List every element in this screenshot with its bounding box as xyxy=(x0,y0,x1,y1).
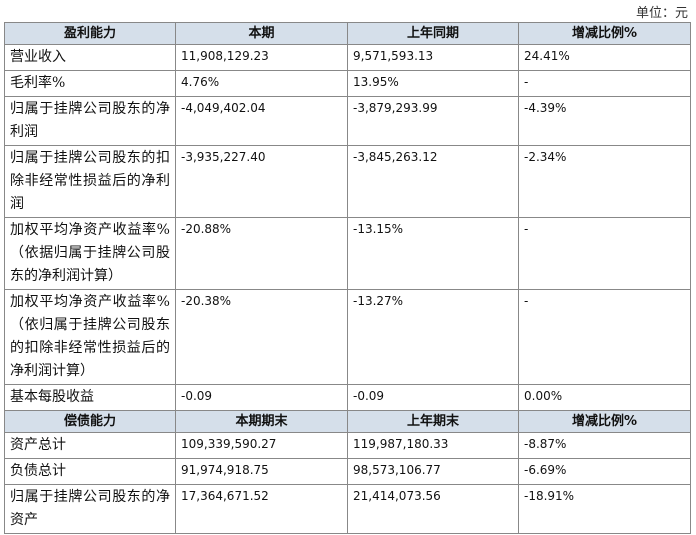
header-cell: 盈利能力 xyxy=(4,22,176,45)
data-row: 基本每股收益 -0.09 -0.09 0.00% xyxy=(4,384,691,411)
data-row: 归属于挂牌公司股东的净资产 17,364,671.52 21,414,073.56-… xyxy=(4,484,691,534)
value-cell: -2.34% xyxy=(518,145,691,218)
data-row: 归属于挂牌公司股东的净利润 -4,049,402.04 -3,879,293.99-… xyxy=(4,96,691,146)
row-label: 营业收入 xyxy=(4,44,176,71)
value-cell: -13.15% xyxy=(347,217,519,290)
financial-table: 盈利能力 本期 上年同期 增减比例% 营业收入 11,908,129.23 9,571,59… xyxy=(4,22,691,534)
value-cell: -8.87% xyxy=(518,432,691,459)
value-cell: -0.09 xyxy=(347,384,519,411)
data-row: 加权平均净资产收益率%（依据归属于挂牌公司股东的净利润计算） -20.88% -13… xyxy=(4,217,691,290)
row-label: 资产总计 xyxy=(4,432,176,459)
value-cell: -18.91% xyxy=(518,484,691,534)
value-cell: 17,364,671.52 xyxy=(175,484,348,534)
value-cell: -4.39% xyxy=(518,96,691,146)
value-cell: -3,935,227.40 xyxy=(175,145,348,218)
value-cell: - xyxy=(518,70,691,97)
data-row: 归属于挂牌公司股东的扣除非经常性损益后的净利润 -3,935,227.40 -3,8… xyxy=(4,145,691,218)
row-label: 归属于挂牌公司股东的净利润 xyxy=(4,96,176,146)
row-label: 负债总计 xyxy=(4,458,176,485)
header-cell: 增减比例% xyxy=(518,410,691,433)
value-cell: -0.09 xyxy=(175,384,348,411)
row-label: 毛利率% xyxy=(4,70,176,97)
header-row: 盈利能力 本期 上年同期 增减比例% xyxy=(4,22,691,45)
header-cell: 本期期末 xyxy=(175,410,348,433)
value-cell: 24.41% xyxy=(518,44,691,71)
header-cell: 上年期末 xyxy=(347,410,519,433)
value-cell: - xyxy=(518,217,691,290)
value-cell: 119,987,180.33 xyxy=(347,432,519,459)
header-cell: 增减比例% xyxy=(518,22,691,45)
data-row: 资产总计 109,339,590.27 119,987,180.33 -8.87% xyxy=(4,432,691,459)
value-cell: -3,845,263.12 xyxy=(347,145,519,218)
value-cell: 109,339,590.27 xyxy=(175,432,348,459)
data-row: 负债总计 91,974,918.75 98,573,106.77 -6.69% xyxy=(4,458,691,485)
header-row: 偿债能力 本期期末 上年期末 增减比例% xyxy=(4,410,691,433)
value-cell: -4,049,402.04 xyxy=(175,96,348,146)
header-cell: 上年同期 xyxy=(347,22,519,45)
value-cell: 98,573,106.77 xyxy=(347,458,519,485)
value-cell: 21,414,073.56 xyxy=(347,484,519,534)
value-cell: 9,571,593.13 xyxy=(347,44,519,71)
row-label: 加权平均净资产收益率%（依归属于挂牌公司股东的扣除非经常性损益后的净利润计算） xyxy=(4,289,176,385)
value-cell: -3,879,293.99 xyxy=(347,96,519,146)
value-cell: 4.76% xyxy=(175,70,348,97)
unit-note: 单位：元 xyxy=(635,6,688,21)
value-cell: -13.27% xyxy=(347,289,519,385)
header-cell: 偿债能力 xyxy=(4,410,176,433)
value-cell: -20.38% xyxy=(175,289,348,385)
value-cell: 91,974,918.75 xyxy=(175,458,348,485)
header-cell: 本期 xyxy=(175,22,348,45)
data-row: 营业收入 11,908,129.23 9,571,593.13 24.41% xyxy=(4,44,691,71)
row-label: 基本每股收益 xyxy=(4,384,176,411)
data-row: 毛利率% 4.76% 13.95% - xyxy=(4,70,691,97)
value-cell: -20.88% xyxy=(175,217,348,290)
value-cell: - xyxy=(518,289,691,385)
value-cell: 11,908,129.23 xyxy=(175,44,348,71)
value-cell: -6.69% xyxy=(518,458,691,485)
value-cell: 0.00% xyxy=(518,384,691,411)
row-label: 归属于挂牌公司股东的扣除非经常性损益后的净利润 xyxy=(4,145,176,218)
row-label: 加权平均净资产收益率%（依据归属于挂牌公司股东的净利润计算） xyxy=(4,217,176,290)
data-row: 加权平均净资产收益率%（依归属于挂牌公司股东的扣除非经常性损益后的净利润计算） -… xyxy=(4,289,691,385)
row-label: 归属于挂牌公司股东的净资产 xyxy=(4,484,176,534)
value-cell: 13.95% xyxy=(347,70,519,97)
